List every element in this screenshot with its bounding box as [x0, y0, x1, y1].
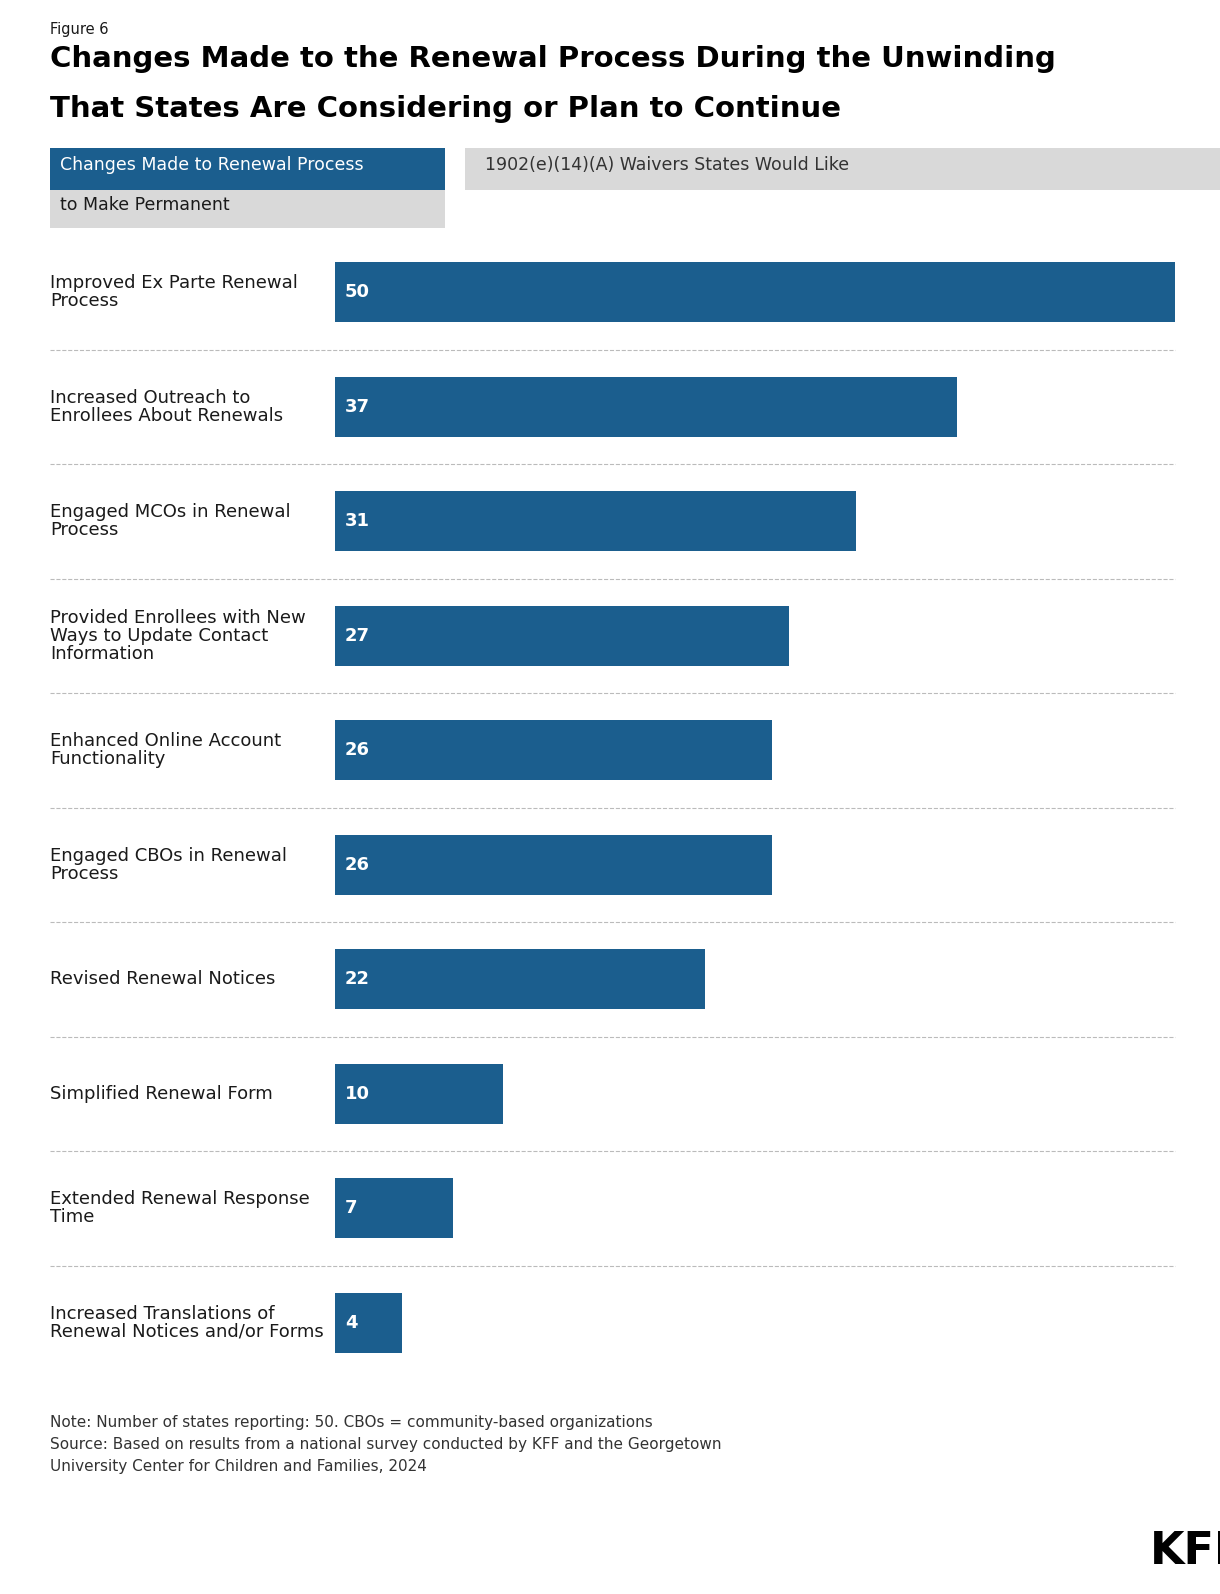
Bar: [336, 720, 772, 779]
Text: 7: 7: [345, 1199, 357, 1218]
Text: Extended Renewal Response: Extended Renewal Response: [50, 1191, 310, 1208]
Text: University Center for Children and Families, 2024: University Center for Children and Famil…: [50, 1459, 427, 1474]
Bar: [336, 263, 1175, 322]
Text: KFF: KFF: [1150, 1530, 1220, 1573]
Text: 37: 37: [345, 398, 370, 416]
Text: Process: Process: [50, 292, 118, 311]
Bar: [336, 376, 956, 437]
Text: Source: Based on results from a national survey conducted by KFF and the Georget: Source: Based on results from a national…: [50, 1438, 721, 1452]
Text: Enhanced Online Account: Enhanced Online Account: [50, 732, 281, 751]
Bar: [336, 1178, 453, 1239]
Text: Renewal Notices and/or Forms: Renewal Notices and/or Forms: [50, 1323, 323, 1341]
Text: to Make Permanent: to Make Permanent: [60, 196, 229, 214]
Text: Ways to Update Contact: Ways to Update Contact: [50, 626, 268, 644]
Bar: [336, 950, 705, 1009]
Text: Enrollees About Renewals: Enrollees About Renewals: [50, 406, 283, 424]
FancyBboxPatch shape: [465, 148, 1220, 190]
Text: Engaged CBOs in Renewal: Engaged CBOs in Renewal: [50, 846, 287, 866]
Text: 50: 50: [345, 284, 370, 301]
Text: Revised Renewal Notices: Revised Renewal Notices: [50, 971, 276, 988]
Text: 22: 22: [345, 971, 370, 988]
Bar: [336, 1063, 503, 1124]
Text: Simplified Renewal Form: Simplified Renewal Form: [50, 1086, 273, 1103]
Text: Time: Time: [50, 1208, 94, 1226]
Text: Increased Translations of: Increased Translations of: [50, 1305, 274, 1323]
Text: 4: 4: [345, 1313, 357, 1331]
Bar: [336, 606, 788, 666]
Text: Process: Process: [50, 521, 118, 539]
Text: 31: 31: [345, 512, 370, 531]
Text: Functionality: Functionality: [50, 751, 166, 768]
Text: 10: 10: [345, 1086, 370, 1103]
Text: 1902(e)(14)(A) Waivers States Would Like: 1902(e)(14)(A) Waivers States Would Like: [486, 156, 849, 174]
Bar: [336, 835, 772, 894]
Text: Changes Made to Renewal Process: Changes Made to Renewal Process: [60, 156, 364, 174]
Text: Figure 6: Figure 6: [50, 22, 109, 37]
Text: Changes Made to the Renewal Process During the Unwinding: Changes Made to the Renewal Process Duri…: [50, 45, 1055, 73]
FancyBboxPatch shape: [50, 148, 445, 190]
Text: Increased Outreach to: Increased Outreach to: [50, 389, 250, 406]
Bar: [336, 1293, 403, 1353]
Bar: [336, 491, 855, 552]
Text: Engaged MCOs in Renewal: Engaged MCOs in Renewal: [50, 504, 290, 521]
Text: Provided Enrollees with New: Provided Enrollees with New: [50, 609, 306, 626]
Text: That States Are Considering or Plan to Continue: That States Are Considering or Plan to C…: [50, 96, 841, 123]
Text: 27: 27: [345, 626, 370, 644]
Text: Note: Number of states reporting: 50. CBOs = community-based organizations: Note: Number of states reporting: 50. CB…: [50, 1415, 653, 1430]
Text: 26: 26: [345, 741, 370, 759]
FancyBboxPatch shape: [50, 190, 445, 228]
Text: Process: Process: [50, 866, 118, 883]
Text: Information: Information: [50, 644, 154, 663]
Text: 26: 26: [345, 856, 370, 874]
Text: Improved Ex Parte Renewal: Improved Ex Parte Renewal: [50, 274, 298, 292]
